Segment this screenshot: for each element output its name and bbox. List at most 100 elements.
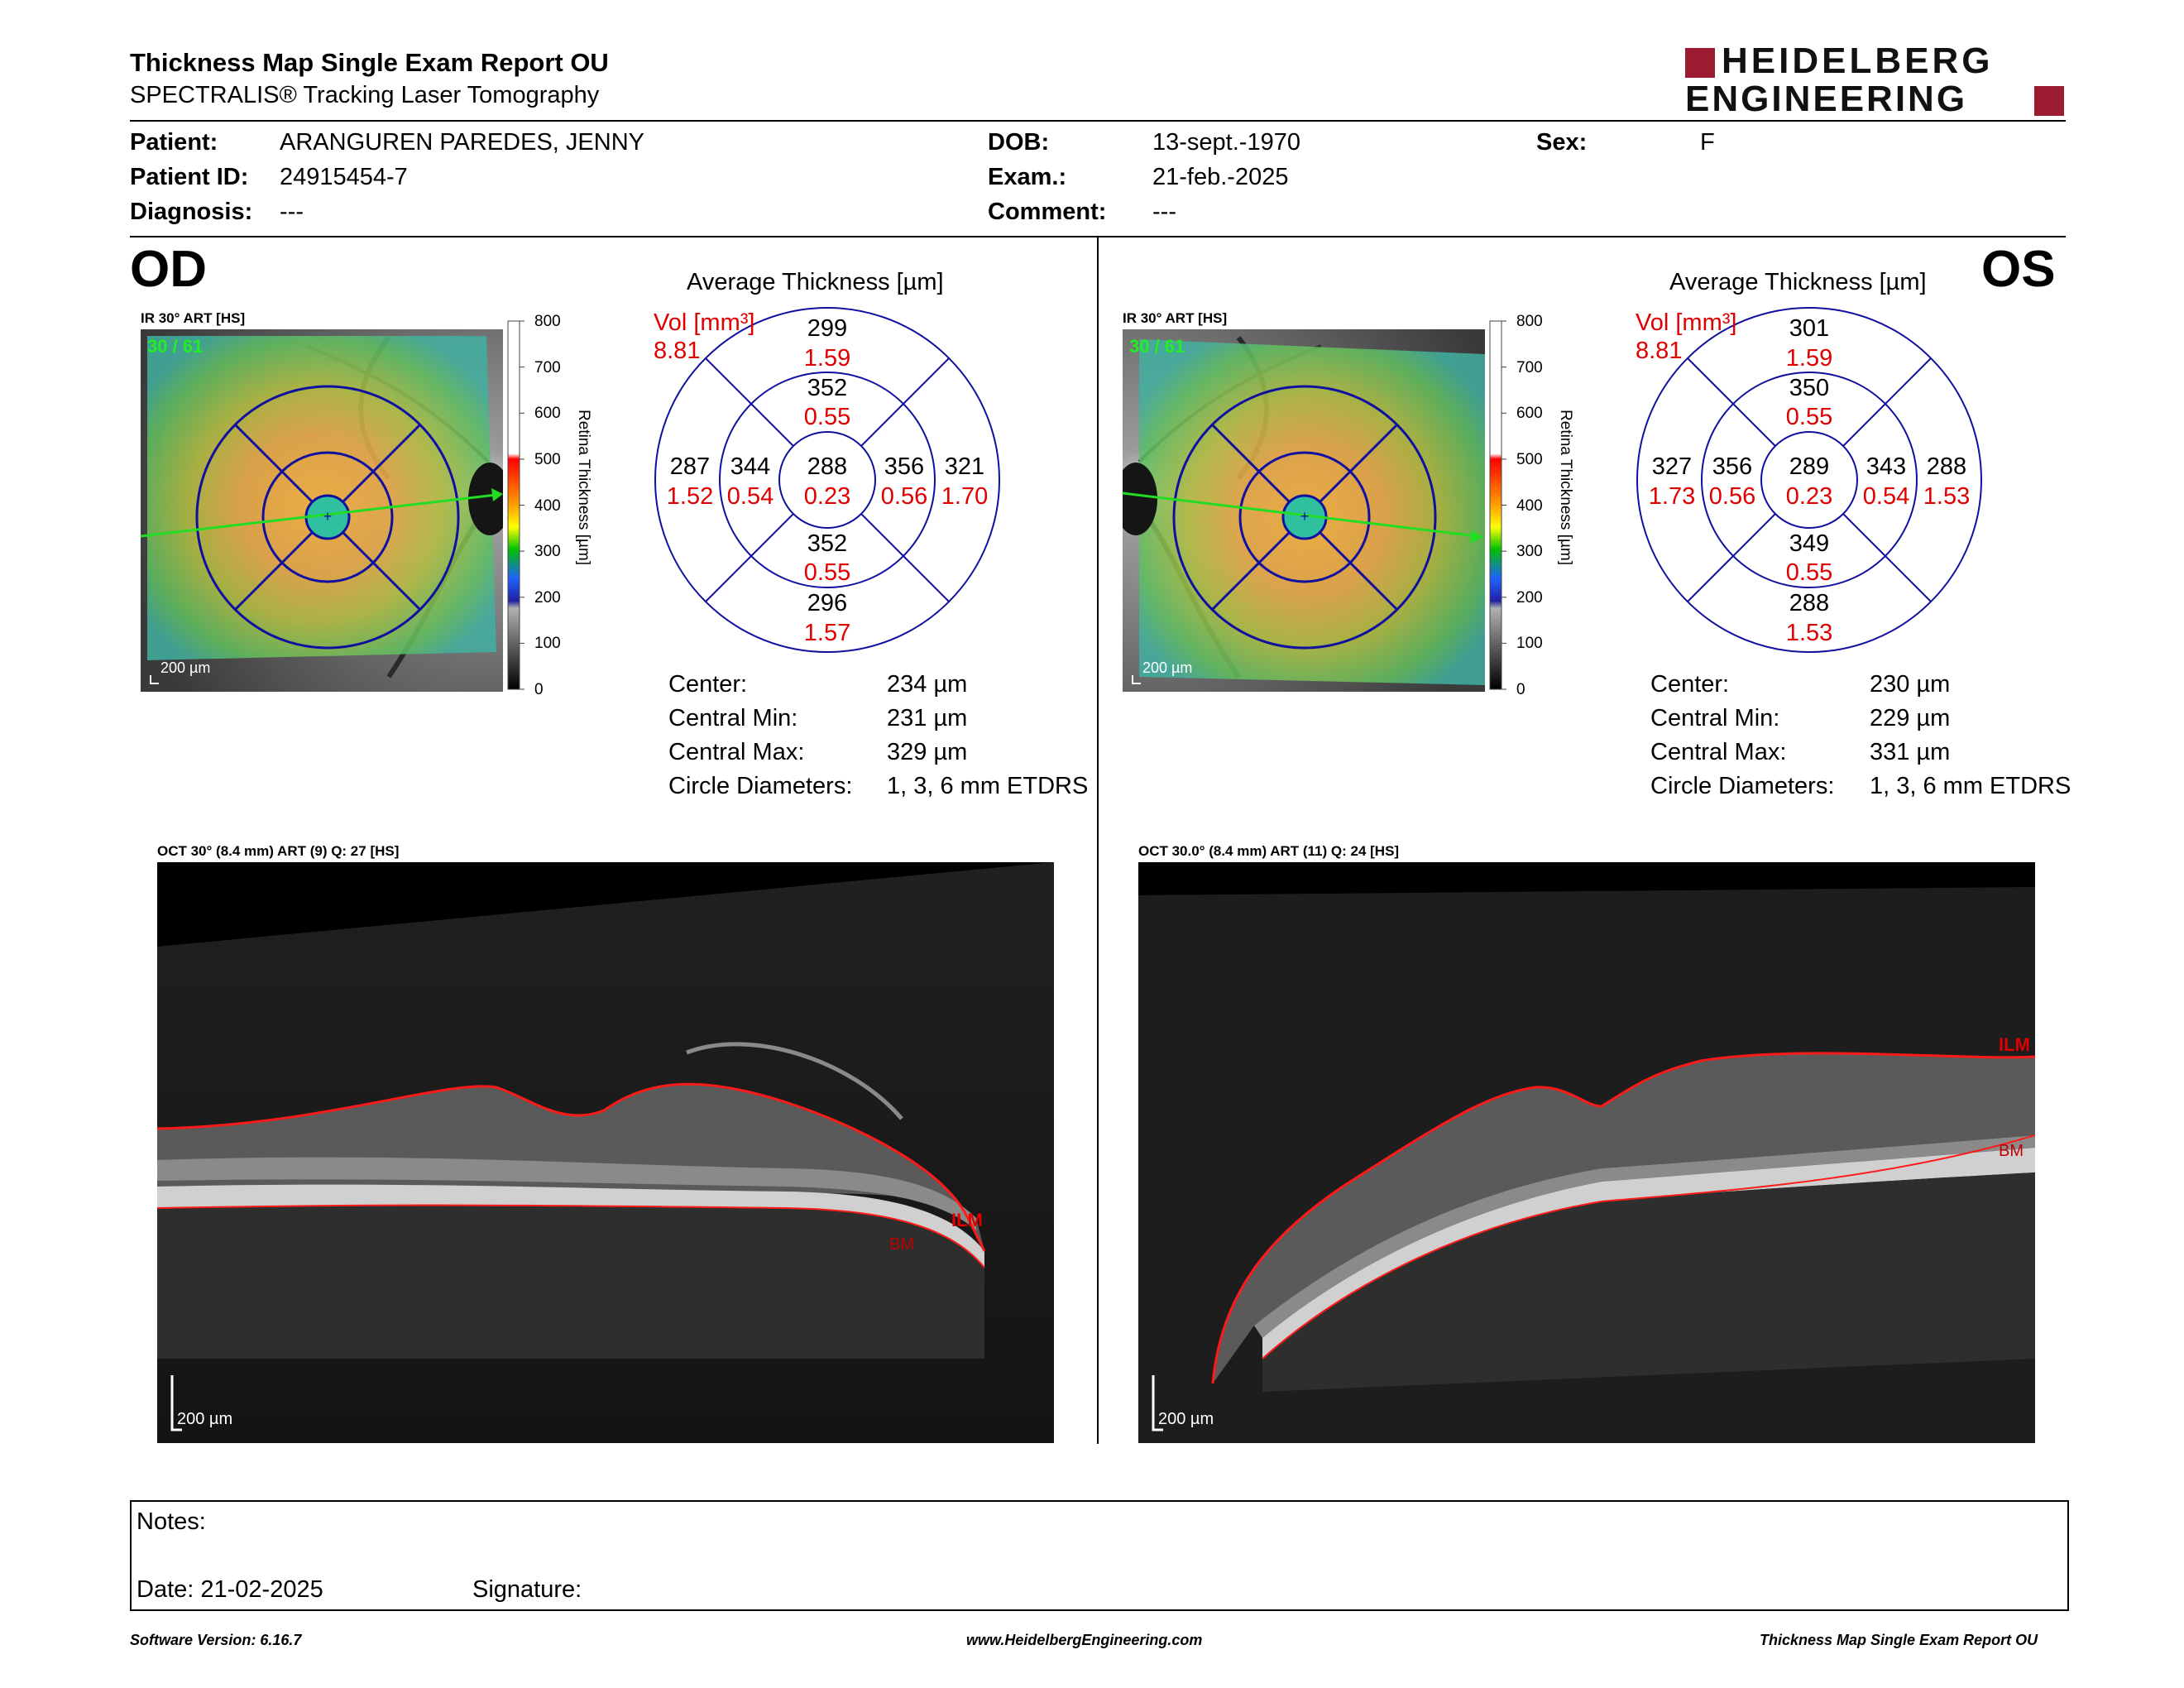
patient-id: 24915454-7 bbox=[280, 164, 408, 190]
svg-text:+: + bbox=[1300, 508, 1310, 525]
od-oct-bscan: ILM BM 200 µm bbox=[157, 862, 1054, 1443]
od-inner-bottom: 352 bbox=[807, 530, 847, 557]
os-max-label: Central Max: bbox=[1650, 739, 1787, 765]
od-vol-label: Vol [mm³] bbox=[654, 309, 755, 336]
eye-divider bbox=[1097, 237, 1099, 1444]
os-etdrs-grid: 301 1.59 350 0.55 289 0.23 327 1.73 356 … bbox=[1636, 306, 1983, 654]
od-ir-scale: 200 µm bbox=[160, 659, 210, 676]
od-inner-right: 356 bbox=[884, 453, 924, 480]
od-outer-bottom: 296 bbox=[807, 590, 847, 616]
os-inner-left: 356 bbox=[1712, 453, 1752, 480]
od-inner-left: 344 bbox=[730, 453, 770, 480]
sex-label: Sex: bbox=[1536, 129, 1588, 156]
exam-label: Exam.: bbox=[988, 164, 1067, 190]
patient-divider bbox=[130, 236, 2066, 237]
os-cbar-tick-0: 0 bbox=[1516, 681, 1525, 695]
od-cbar-tick-700: 700 bbox=[534, 359, 561, 376]
od-diam-label: Circle Diameters: bbox=[668, 773, 853, 799]
comment-label: Comment: bbox=[988, 199, 1107, 225]
os-colorbar: 800 700 600 500 400 300 200 100 0 Retina… bbox=[1488, 313, 1596, 698]
os-ir-label: IR 30° ART [HS] bbox=[1123, 310, 1228, 326]
od-cbar-tick-400: 400 bbox=[534, 497, 561, 515]
os-center-vol: 0.23 bbox=[1786, 483, 1832, 510]
od-cbar-title: Retina Thickness [µm] bbox=[575, 410, 592, 565]
od-cbar-tick-300: 300 bbox=[534, 543, 561, 560]
os-total-vol: 8.81 bbox=[1636, 338, 1683, 364]
os-outer-top-vol: 1.59 bbox=[1786, 345, 1832, 372]
header-divider bbox=[130, 120, 2066, 122]
od-bm-label: BM bbox=[889, 1235, 914, 1254]
od-cbar-tick-600: 600 bbox=[534, 405, 561, 422]
os-outer-right-vol: 1.53 bbox=[1923, 483, 1970, 510]
logo-heidelberg-text: HEIDELBERG bbox=[1722, 41, 1994, 81]
os-cbar-tick-800: 800 bbox=[1516, 314, 1543, 330]
os-inner-bottom-vol: 0.55 bbox=[1786, 559, 1832, 586]
os-center-label: Center: bbox=[1650, 671, 1730, 698]
od-total-vol: 8.81 bbox=[654, 338, 701, 364]
os-oct-label: OCT 30.0° (8.4 mm) ART (11) Q: 24 [HS] bbox=[1138, 843, 1400, 859]
od-outer-bottom-vol: 1.57 bbox=[804, 620, 850, 646]
od-inner-bottom-vol: 0.55 bbox=[804, 559, 850, 586]
patient-name: ARANGUREN PAREDES, JENNY bbox=[280, 129, 644, 156]
od-cbar-tick-0: 0 bbox=[534, 681, 544, 695]
od-center: 288 bbox=[807, 453, 847, 480]
os-diam-label: Circle Diameters: bbox=[1650, 773, 1835, 799]
od-cbar-tick-200: 200 bbox=[534, 589, 561, 607]
os-outer-top: 301 bbox=[1789, 315, 1829, 342]
od-cbar-tick-500: 500 bbox=[534, 451, 561, 468]
od-eye-label: OD bbox=[130, 241, 207, 298]
od-cbar-tick-100: 100 bbox=[534, 635, 561, 652]
od-max-value: 329 µm bbox=[887, 739, 968, 765]
os-cbar-title: Retina Thickness [µm] bbox=[1557, 410, 1574, 565]
od-frames-counter: 30 / 61 bbox=[147, 336, 203, 357]
od-center-vol: 0.23 bbox=[804, 483, 850, 510]
os-cbar-tick-600: 600 bbox=[1516, 405, 1543, 422]
os-ir-scale: 200 µm bbox=[1142, 659, 1192, 676]
os-inner-right: 343 bbox=[1866, 453, 1906, 480]
date-label: Date: 21-02-2025 bbox=[136, 1576, 323, 1603]
os-center-value: 230 µm bbox=[1870, 671, 1951, 698]
od-oct-scale: 200 µm bbox=[177, 1410, 232, 1428]
od-outer-right: 321 bbox=[945, 453, 984, 480]
signature-label: Signature: bbox=[472, 1576, 582, 1603]
os-cbar-tick-700: 700 bbox=[1516, 359, 1543, 376]
os-ilm-label: ILM bbox=[1999, 1034, 2030, 1055]
os-bm-label: BM bbox=[1999, 1142, 2024, 1160]
os-cbar-tick-400: 400 bbox=[1516, 497, 1543, 515]
od-ir-thickness-map: + 30 / 61 200 µm bbox=[141, 329, 503, 692]
notes-label: Notes: bbox=[136, 1508, 206, 1535]
os-inner-bottom: 349 bbox=[1789, 530, 1829, 557]
comment-value: --- bbox=[1152, 199, 1176, 225]
footer-report-name: Thickness Map Single Exam Report OU bbox=[1760, 1632, 2038, 1648]
os-inner-left-vol: 0.56 bbox=[1709, 483, 1755, 510]
od-oct-label: OCT 30° (8.4 mm) ART (9) Q: 27 [HS] bbox=[157, 843, 400, 859]
os-inner-right-vol: 0.54 bbox=[1863, 483, 1909, 510]
os-vol-label: Vol [mm³] bbox=[1636, 309, 1737, 336]
dob-label: DOB: bbox=[988, 129, 1050, 156]
od-etdrs-grid: 299 1.59 352 0.55 288 0.23 287 1.52 344 … bbox=[654, 306, 1001, 654]
os-inner-top-vol: 0.55 bbox=[1786, 404, 1832, 430]
os-outer-bottom-vol: 1.53 bbox=[1786, 620, 1832, 646]
od-inner-left-vol: 0.54 bbox=[727, 483, 774, 510]
os-center: 289 bbox=[1789, 453, 1829, 480]
od-center-label: Center: bbox=[668, 671, 748, 698]
patient-id-label: Patient ID: bbox=[130, 164, 249, 190]
os-outer-left-vol: 1.73 bbox=[1649, 483, 1695, 510]
od-outer-top-vol: 1.59 bbox=[804, 345, 850, 372]
os-eye-label: OS bbox=[1981, 241, 2056, 298]
od-inner-right-vol: 0.56 bbox=[881, 483, 927, 510]
od-ir-label: IR 30° ART [HS] bbox=[141, 310, 246, 326]
os-max-value: 331 µm bbox=[1870, 739, 1951, 765]
dob-value: 13-sept.-1970 bbox=[1152, 129, 1300, 156]
od-outer-top: 299 bbox=[807, 315, 847, 342]
logo-engineering-text: ENGINEERING bbox=[1685, 79, 1968, 119]
website-link[interactable]: www.HeidelbergEngineering.com bbox=[966, 1632, 1203, 1648]
od-cbar-tick-800: 800 bbox=[534, 314, 561, 330]
os-diam-value: 1, 3, 6 mm ETDRS bbox=[1870, 773, 2071, 799]
os-inner-top: 350 bbox=[1789, 375, 1829, 401]
os-avg-title: Average Thickness [µm] bbox=[1669, 269, 1927, 295]
od-center-value: 234 µm bbox=[887, 671, 968, 698]
os-oct-bscan: ILM BM 200 µm bbox=[1138, 862, 2035, 1443]
od-min-value: 231 µm bbox=[887, 705, 968, 731]
od-outer-left: 287 bbox=[670, 453, 710, 480]
